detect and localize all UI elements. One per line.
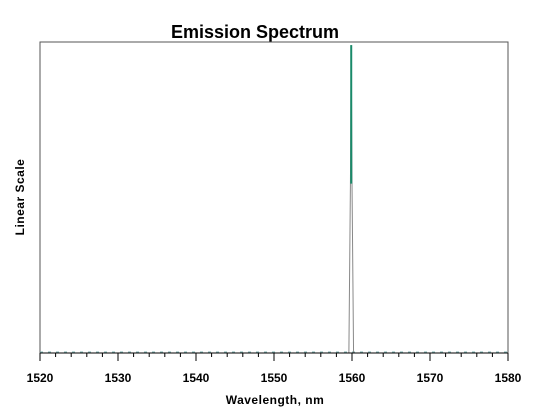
x-tick-label: 1550 xyxy=(261,371,288,385)
chart-title: Emission Spectrum xyxy=(171,22,339,42)
x-tick-label: 1520 xyxy=(27,371,54,385)
x-tick-label: 1560 xyxy=(339,371,366,385)
x-tick-label: 1570 xyxy=(417,371,444,385)
x-tick-label: 1540 xyxy=(183,371,210,385)
y-axis-label: Linear Scale xyxy=(13,159,27,236)
x-tick-label: 1530 xyxy=(105,371,132,385)
x-axis-ticks: 1520 1530 1540 1550 1560 1570 1580 xyxy=(27,352,522,385)
plot-frame xyxy=(39,41,509,354)
plot-area xyxy=(39,41,509,354)
x-tick-label: 1580 xyxy=(495,371,522,385)
x-axis-label: Wavelength, nm xyxy=(226,393,325,407)
